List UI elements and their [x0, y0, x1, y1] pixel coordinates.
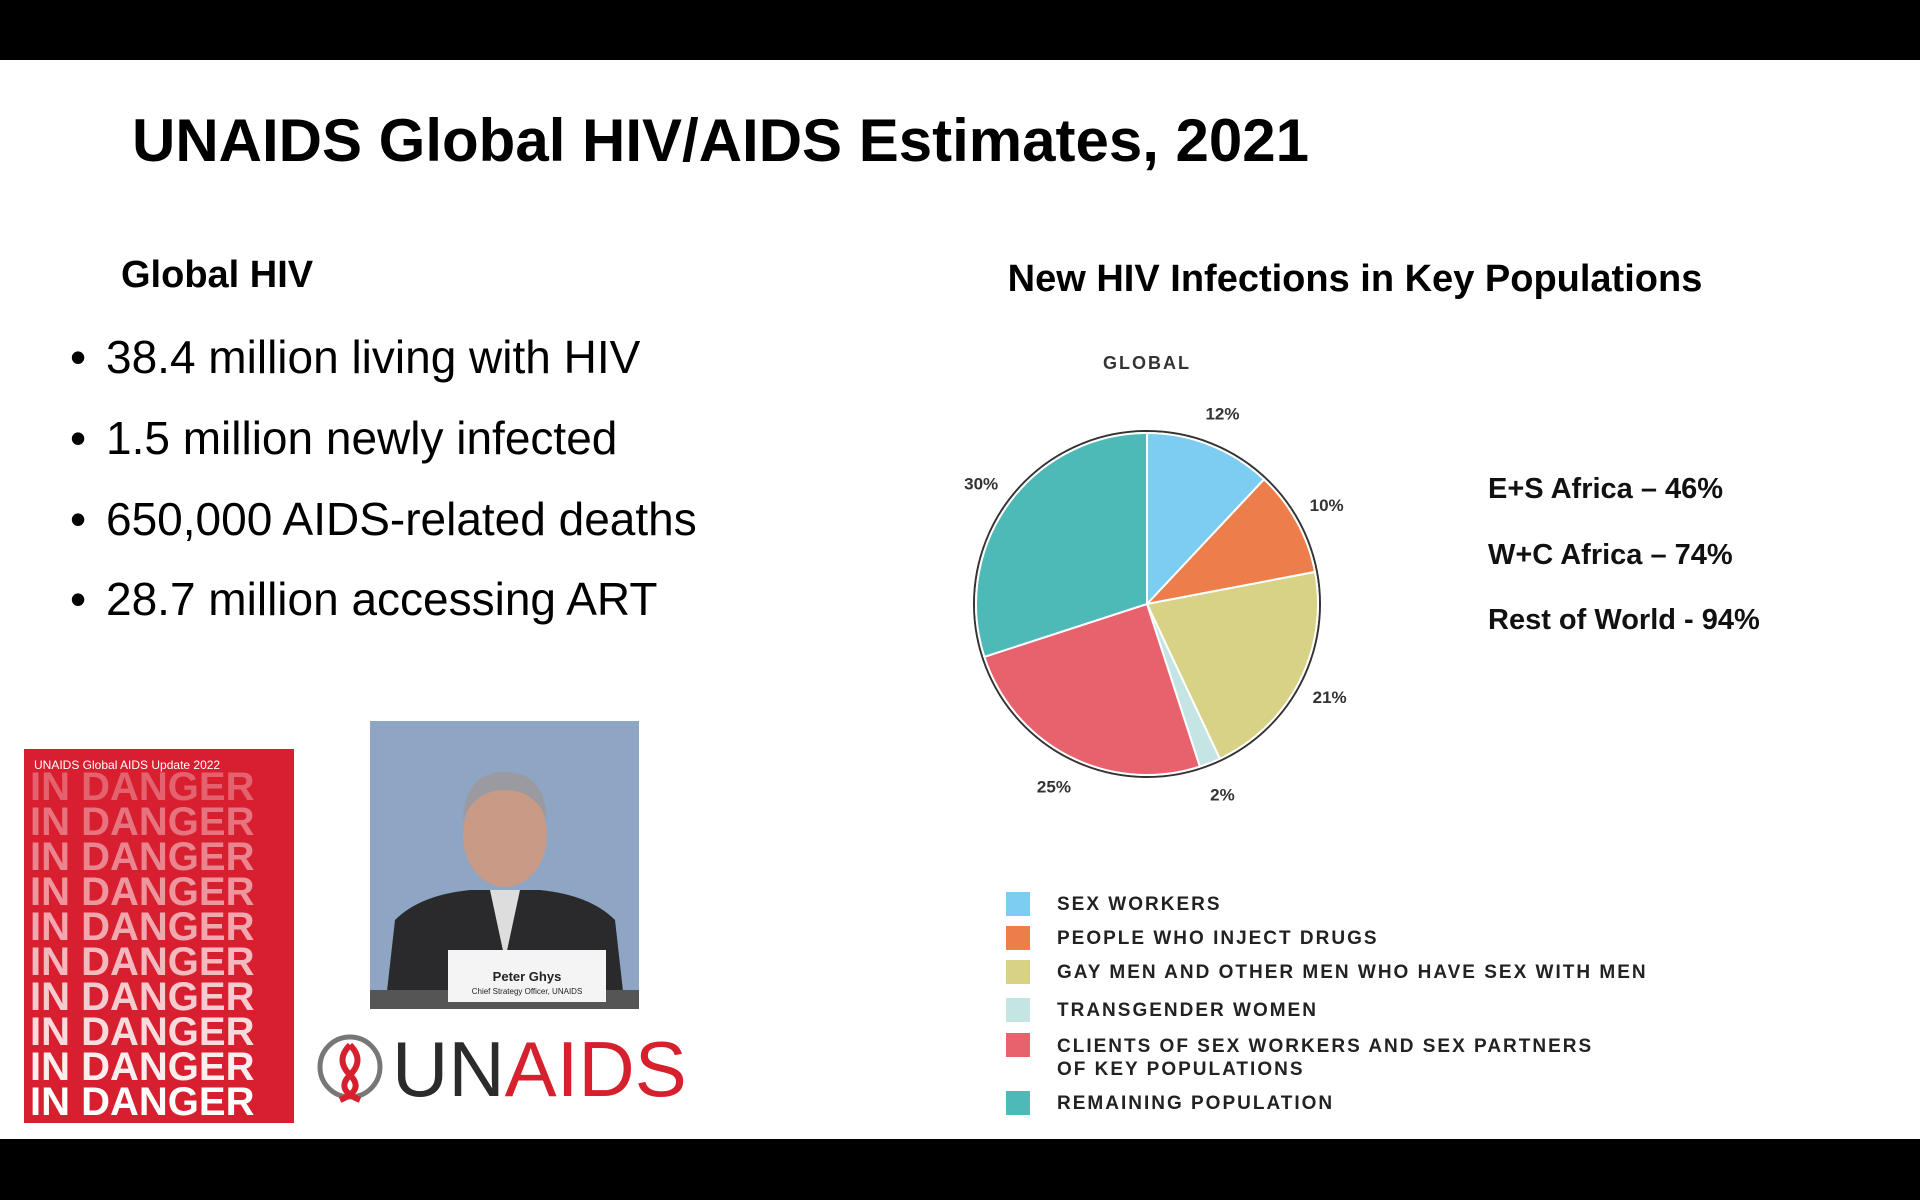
cover-line: IN DANGER — [30, 1045, 255, 1089]
cover-line: IN DANGER — [30, 870, 255, 914]
slide: UNAIDS Global HIV/AIDS Estimates, 2021 G… — [0, 60, 1920, 1139]
bullet: 650,000 AIDS-related deaths — [70, 492, 697, 546]
chart-title: New HIV Infections in Key Populations — [1007, 258, 1703, 300]
bullet: 38.4 million living with HIV — [70, 330, 640, 384]
legend-label: GAY MEN AND OTHER MEN WHO HAVE SEX WITH … — [1057, 962, 1648, 983]
legend-swatch — [1006, 892, 1030, 916]
cover — [24, 749, 294, 1123]
slide-graphics: GLOBAL 12% 10% 21% 2% 25% 30% UNAIDS Global A… — [24, 353, 1347, 1124]
cover-title: UNAIDS Global AIDS Update 2022 — [34, 758, 220, 772]
logo-text: UNAIDS — [392, 1025, 687, 1113]
section-heading: Global HIV — [121, 254, 314, 296]
photo-hair — [463, 772, 547, 820]
slide-title: UNAIDS Global HIV/AIDS Estimates, 2021 — [132, 107, 1310, 174]
pie-slice — [1145, 570, 1319, 761]
logo-part: UN — [392, 1025, 505, 1113]
pie-slice — [1144, 477, 1317, 606]
legend-swatch — [1006, 998, 1030, 1022]
legend-swatch — [1006, 1033, 1030, 1057]
bullet: 1.5 million newly infected — [70, 411, 617, 465]
cover-line: IN DANGER — [30, 940, 255, 984]
cover-line: IN DANGER — [30, 1010, 255, 1054]
logo-ribbon — [338, 1042, 362, 1103]
cover-line: IN DANGER — [30, 800, 255, 844]
pie-slice — [983, 602, 1202, 776]
cover-line: IN DANGER — [30, 765, 255, 809]
legend-swatch — [1006, 960, 1030, 984]
slice-label: 12% — [1205, 404, 1239, 423]
photo-name: Peter Ghys — [493, 969, 562, 984]
name-plate — [448, 950, 606, 1002]
regional-stat: Rest of World - 94% — [1488, 604, 1760, 636]
photo-head — [463, 783, 547, 887]
slice-label: 30% — [964, 475, 998, 494]
slice-label: 10% — [1310, 496, 1344, 515]
slice-label: 21% — [1313, 688, 1347, 707]
pie-outline — [973, 430, 1321, 778]
legend-label: CLIENTS OF SEX WORKERS AND SEX PARTNERS … — [1057, 1036, 1594, 1080]
cover-line: IN DANGER — [30, 1080, 255, 1124]
legend-label: REMAINING POPULATION — [1057, 1093, 1335, 1114]
legend-swatch — [1006, 926, 1030, 950]
regional-stat: W+C Africa – 74% — [1488, 539, 1733, 571]
slice-label: 25% — [1037, 778, 1071, 797]
bullet: 28.7 million accessing ART — [70, 572, 657, 626]
cover-line: IN DANGER — [30, 905, 255, 949]
cover-line: IN DANGER — [30, 835, 255, 879]
legend-label: PEOPLE WHO INJECT DRUGS — [1057, 928, 1379, 949]
photo-role: Chief Strategy Officer, UNAIDS — [472, 987, 583, 996]
logo-part: AIDS — [505, 1025, 687, 1113]
legend-label: SEX WORKERS — [1057, 894, 1222, 915]
cover-line: IN DANGER — [30, 975, 255, 1019]
chart-subtitle: GLOBAL — [1103, 353, 1191, 373]
pie-slice — [975, 431, 1148, 659]
pie: 12% 10% 21% 2% 25% 30% — [964, 404, 1347, 804]
slice-label: 2% — [1210, 786, 1235, 805]
legend-swatch — [1006, 1091, 1030, 1115]
legend-label: TRANSGENDER WOMEN — [1057, 1000, 1318, 1021]
pie-slice — [1146, 431, 1266, 607]
regional-stat: E+S Africa – 46% — [1488, 473, 1724, 505]
photo-shirt — [490, 890, 520, 960]
